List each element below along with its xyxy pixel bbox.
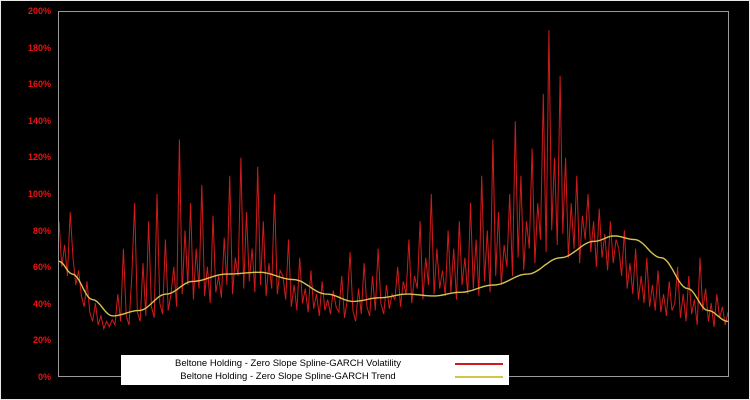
legend-row-trend: Beltone Holding - Zero Slope Spline-GARC… xyxy=(125,370,505,383)
y-axis-label: 160% xyxy=(27,79,51,90)
y-axis: 200% 180% 160% 140% 120% 100% 80% 60% 40% 20% 0% xyxy=(1,1,55,399)
legend-line-sample-volatility xyxy=(455,362,503,365)
y-axis-label: 140% xyxy=(27,115,51,126)
y-axis-label: 0% xyxy=(37,372,51,382)
y-axis-label: 100% xyxy=(27,189,51,199)
plot-area: Beltone Holding - Zero Slope Spline-GARC… xyxy=(58,11,729,385)
trend-series-line xyxy=(59,235,728,323)
y-axis-label: 180% xyxy=(27,42,51,53)
y-axis-label: 80% xyxy=(32,225,51,236)
y-axis-label: 200% xyxy=(27,6,51,16)
chart-canvas xyxy=(59,30,728,331)
volatility-series-line xyxy=(59,30,728,331)
legend: Beltone Holding - Zero Slope Spline-GARC… xyxy=(121,355,509,385)
legend-label-trend: Beltone Holding - Zero Slope Spline-GARC… xyxy=(180,371,396,382)
y-axis-label: 120% xyxy=(27,152,51,163)
legend-row-volatility: Beltone Holding - Zero Slope Spline-GARC… xyxy=(125,357,505,370)
y-axis-label: 60% xyxy=(32,262,51,273)
legend-line-sample-trend xyxy=(455,375,503,378)
y-axis-label: 20% xyxy=(32,335,51,346)
y-axis-label: 40% xyxy=(32,298,51,309)
legend-label-volatility: Beltone Holding - Zero Slope Spline-GARC… xyxy=(175,358,401,369)
